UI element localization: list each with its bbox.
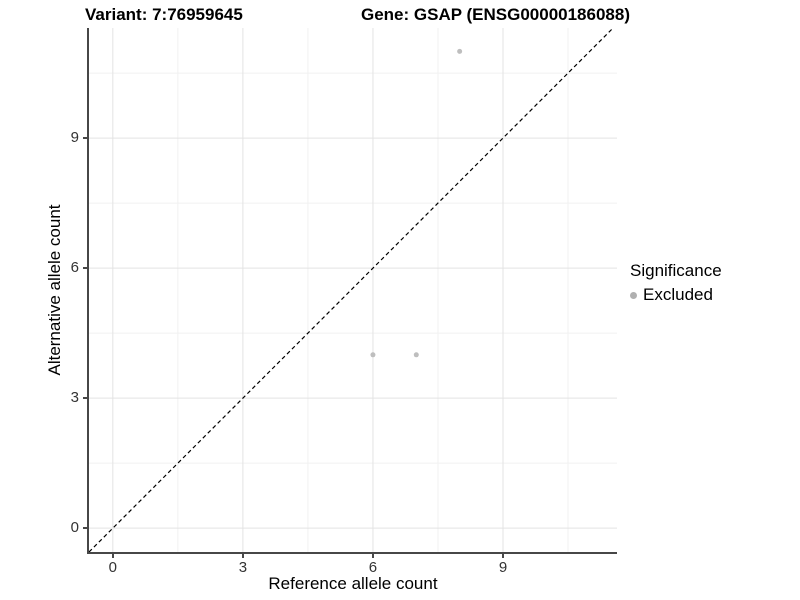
plot-canvas [89,28,617,552]
x-tick-label: 6 [368,559,378,576]
y-tick-label: 3 [70,389,79,407]
data-point [370,352,376,358]
x-tick [372,554,374,558]
legend-title: Significance [630,261,722,280]
x-tick-label: 3 [238,559,248,576]
x-tick [502,554,504,558]
x-tick-label: 9 [498,559,508,576]
data-point [413,352,419,358]
data-point [457,48,463,54]
y-tick [83,267,87,269]
y-tick-label: 0 [70,519,79,537]
y-tick-label: 9 [70,129,79,147]
y-tick [83,527,87,529]
x-tick [242,554,244,558]
y-tick [83,397,87,399]
legend-item-excluded: Excluded [630,285,722,305]
legend: Significance Excluded [630,261,722,305]
x-axis-title: Reference allele count [268,574,438,593]
y-axis-title: Alternative allele count [45,204,64,376]
variant-title: Variant: 7:76959645 [85,5,243,24]
y-tick-label: 6 [70,259,79,277]
gene-title: Gene: GSAP (ENSG00000186088) [361,5,630,24]
x-tick-label: 0 [108,559,117,576]
legend-item-label: Excluded [643,285,713,304]
identity-line [89,28,614,552]
plot-panel [87,28,617,554]
x-tick [112,554,114,558]
y-tick [83,137,87,139]
legend-point-swatch [630,291,637,299]
